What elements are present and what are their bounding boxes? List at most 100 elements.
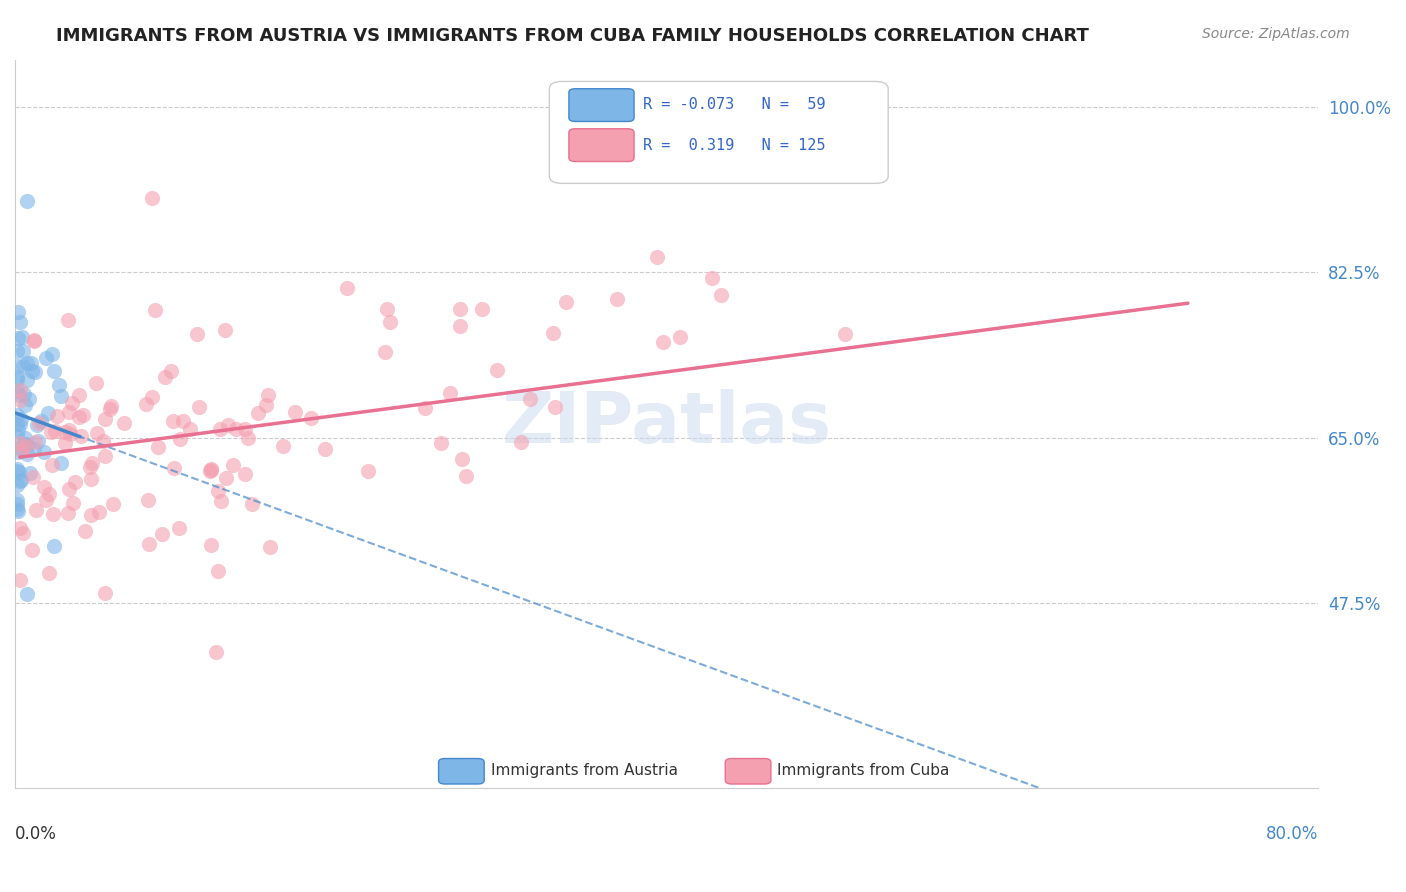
Point [541,326,564,340]
Point [58,423,80,437]
Point [37,406,59,420]
Point [509,434,531,449]
Point [101,496,124,510]
Point [24,365,46,379]
Point [247,406,270,420]
Point [651,334,673,349]
Point [44,539,66,553]
Point [98,402,121,417]
Point [215,471,238,485]
Point [430,436,453,450]
Point [259,541,281,555]
Point [15,587,38,601]
Point [15,447,38,461]
Point [6,464,28,478]
Point [27,434,49,449]
Point [225,422,247,436]
Point [198,464,221,478]
Point [645,251,668,265]
Point [13,387,35,401]
Point [143,302,166,317]
Text: Immigrants from Austria: Immigrants from Austria [491,764,678,779]
Point [11,359,34,373]
Point [208,421,231,435]
FancyBboxPatch shape [439,758,484,784]
Point [93,434,115,448]
Point [25,417,48,432]
Text: Source: ZipAtlas.com: Source: ZipAtlas.com [1202,27,1350,41]
Point [271,439,294,453]
Point [6,384,28,398]
Point [702,271,724,285]
Point [14,439,37,453]
Point [6,492,28,507]
FancyBboxPatch shape [725,758,770,784]
Point [69,429,91,443]
Point [163,460,186,475]
Text: 80.0%: 80.0% [1265,825,1319,844]
Point [56,506,79,520]
Point [233,467,256,481]
Point [209,493,232,508]
Point [38,566,60,580]
Point [200,538,222,552]
Point [138,537,160,551]
Text: R =  0.319   N = 125: R = 0.319 N = 125 [643,138,825,153]
Text: R = -0.073   N =  59: R = -0.073 N = 59 [643,97,825,112]
Point [377,301,399,316]
Point [72,408,94,422]
Point [6,477,28,491]
Point [67,388,90,402]
Point [22,334,45,348]
Point [42,364,65,378]
FancyBboxPatch shape [569,128,634,161]
Point [39,425,62,440]
Point [46,409,69,424]
Point [454,469,477,483]
Point [58,482,80,496]
Point [7,388,30,402]
Point [7,359,30,374]
Point [14,436,37,450]
Point [485,362,508,376]
Point [79,459,101,474]
Point [87,506,110,520]
Point [6,343,28,358]
Point [8,315,31,329]
Point [207,484,229,499]
Point [79,508,101,522]
Point [356,464,378,478]
Point [449,319,471,334]
Point [7,503,30,517]
Point [59,426,82,441]
Point [8,417,31,432]
Point [58,405,80,419]
Point [6,369,28,384]
Point [669,330,692,344]
Point [519,392,541,407]
Point [135,397,157,411]
Point [112,416,135,430]
Point [146,441,169,455]
Point [41,347,63,361]
Point [179,422,201,436]
Point [141,390,163,404]
Point [80,456,103,470]
Point [284,405,307,419]
Point [11,343,34,358]
Point [152,526,174,541]
Point [6,497,28,511]
Point [11,443,34,458]
Point [710,287,733,301]
Point [8,474,31,488]
Point [60,395,83,409]
Text: Immigrants from Cuba: Immigrants from Cuba [778,764,950,779]
Point [34,445,56,459]
Point [20,356,42,370]
Point [834,327,856,342]
Point [48,377,70,392]
Point [217,418,239,433]
Point [15,438,38,452]
Point [186,326,208,341]
Point [141,191,163,205]
